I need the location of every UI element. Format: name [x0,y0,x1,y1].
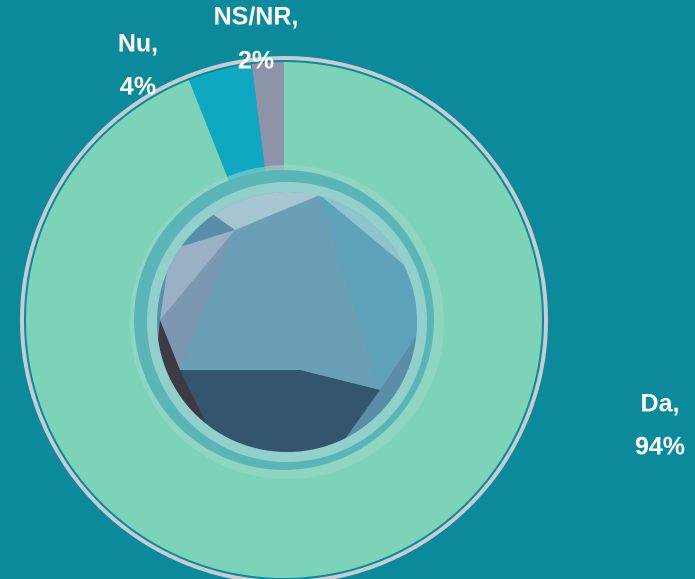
slice [25,62,542,578]
category-label: NS/NR, [214,3,299,31]
category-label: Da, [641,390,680,418]
slice [189,64,266,181]
category-label: Nu, [118,30,158,58]
outer-ring [20,56,548,579]
slices [25,62,542,578]
slice [251,62,284,172]
value-label: 2% [238,47,274,75]
value-label: 4% [120,73,156,101]
value-label: 94% [635,433,685,461]
